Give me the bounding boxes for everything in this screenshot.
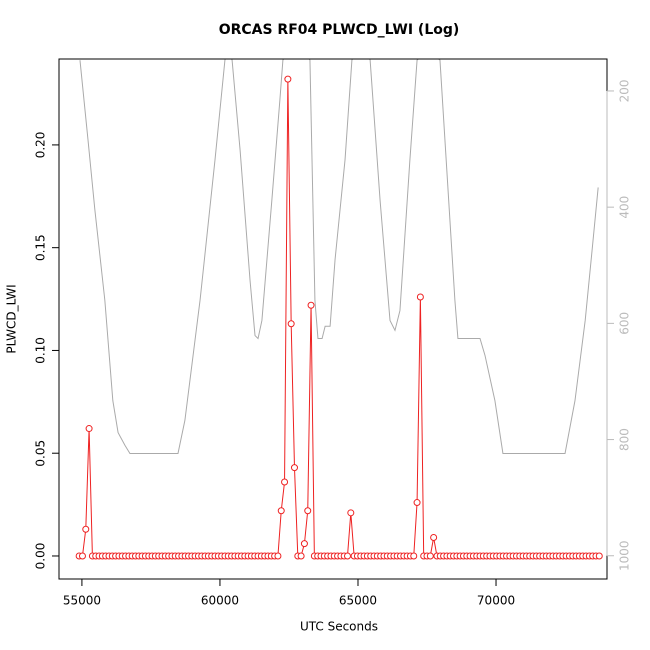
point — [416, 293, 424, 301]
point — [347, 509, 355, 517]
point — [410, 552, 418, 560]
y2-tick-label: 600 — [618, 312, 632, 335]
point — [297, 552, 305, 560]
point — [290, 464, 298, 472]
point — [426, 552, 434, 560]
x-axis-label: UTC Seconds — [300, 620, 378, 634]
point — [78, 552, 86, 560]
point — [281, 478, 289, 486]
point — [277, 507, 285, 515]
y2-tick-label: 800 — [618, 428, 632, 451]
x-tick-label: 55000 — [63, 594, 101, 608]
x-tick-label: 60000 — [201, 594, 239, 608]
y-tick-label: 0.10 — [34, 337, 48, 364]
point — [85, 425, 93, 433]
point — [300, 540, 308, 548]
y2-tick-label: 400 — [618, 196, 632, 219]
point — [304, 507, 312, 515]
point — [287, 320, 295, 328]
y-axis-label: PLWCD_LWI — [5, 284, 19, 353]
x-tick-label: 65000 — [339, 594, 377, 608]
y-tick-label: 0.20 — [34, 132, 48, 159]
point — [413, 499, 421, 507]
x-tick-label: 70000 — [477, 594, 515, 608]
point — [343, 552, 351, 560]
point — [595, 552, 603, 560]
point — [284, 75, 292, 83]
point — [274, 552, 282, 560]
series-line — [79, 59, 599, 455]
y-tick-label: 0.00 — [34, 543, 48, 570]
point — [307, 301, 315, 309]
point — [82, 525, 90, 533]
point — [430, 533, 438, 541]
y-tick-label: 0.05 — [34, 440, 48, 467]
y2-tick-label: 200 — [618, 80, 632, 103]
y2-tick-label: 1000 — [618, 540, 632, 571]
y-tick-label: 0.15 — [34, 234, 48, 261]
plot-area — [75, 59, 603, 560]
chart-title: ORCAS RF04 PLWCD_LWI (Log) — [219, 22, 460, 38]
